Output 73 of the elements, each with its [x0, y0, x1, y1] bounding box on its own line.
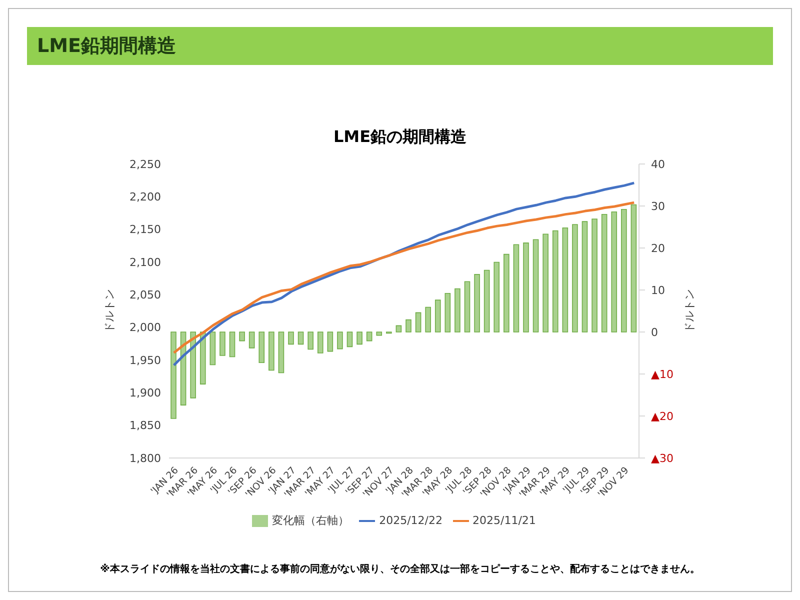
- bar: [229, 332, 236, 358]
- y2-tick-label: ▲20: [651, 410, 674, 423]
- bar: [356, 332, 362, 345]
- bar: [630, 204, 637, 332]
- bar: [582, 221, 588, 332]
- y2-tick-label: 0: [651, 326, 658, 339]
- bar: [474, 274, 480, 332]
- y-tick-label: 1,850: [130, 419, 161, 432]
- y-tick-label: 1,900: [130, 386, 161, 400]
- bar: [523, 242, 529, 332]
- bar: [220, 332, 226, 356]
- y2-tick-label: 30: [651, 200, 665, 213]
- bar: [317, 332, 324, 354]
- bar: [258, 332, 265, 364]
- bar: [337, 332, 343, 350]
- y-tick-label: 2,100: [130, 256, 161, 269]
- bar: [592, 218, 598, 332]
- bar: [464, 281, 470, 332]
- y-tick-label: 2,050: [130, 288, 161, 302]
- y-tick-label: 1,800: [130, 452, 161, 465]
- bar: [494, 262, 500, 332]
- bar: [406, 319, 412, 332]
- y2-tick-label: 20: [651, 242, 665, 255]
- bar: [611, 211, 618, 332]
- bar: [552, 230, 558, 332]
- bar: [170, 332, 176, 419]
- line-series: [172, 201, 636, 354]
- bar: [298, 332, 304, 345]
- y-axis-title: ドルトン: [102, 289, 116, 333]
- y-tick-label: 1,950: [130, 354, 161, 367]
- legend-label: 2025/11/21: [472, 514, 536, 528]
- y-tick-label: 2,250: [130, 158, 161, 171]
- y-tick-label: 2,150: [130, 223, 161, 236]
- y2-axis-title: ドルトン: [682, 289, 696, 333]
- bar: [542, 234, 548, 332]
- bar: [268, 332, 274, 371]
- legend-label: 変化幅（右軸）: [272, 514, 350, 528]
- text: ※本スライドの情報を当社の文書による事前の同意がない限り、その全部又は一部をコピーすることや、配布することはできません。: [99, 562, 701, 576]
- bar: [601, 214, 608, 332]
- bar: [376, 332, 382, 336]
- bar: [396, 325, 402, 332]
- y2-tick-label: ▲10: [651, 368, 674, 381]
- bar: [210, 332, 216, 366]
- bar: [454, 288, 460, 332]
- y2-tick-label: 10: [651, 284, 665, 297]
- legend-label: 2025/12/22: [379, 514, 442, 528]
- bar: [366, 332, 372, 342]
- bar: [572, 224, 578, 332]
- bar: [504, 254, 510, 332]
- bar: [513, 244, 520, 332]
- chart-subtitle: LME鉛の期間構造: [332, 127, 468, 148]
- y-tick-label: 2,200: [130, 190, 161, 204]
- bar: [415, 312, 422, 332]
- bar: [288, 332, 294, 345]
- y2-tick-label: ▲30: [651, 452, 674, 465]
- bar: [190, 332, 196, 398]
- y-tick-label: 2,000: [130, 321, 161, 334]
- bar: [239, 332, 245, 342]
- y2-tick-label: 40: [651, 158, 665, 171]
- bar: [425, 306, 431, 332]
- bar: [434, 300, 441, 332]
- bar: [346, 332, 353, 348]
- bar: [621, 208, 627, 332]
- bar: [278, 332, 284, 374]
- bar: [484, 270, 490, 332]
- bar: [327, 332, 334, 352]
- bar: [532, 239, 539, 332]
- chart-title: LME鉛期間構造: [37, 34, 176, 59]
- line-series: [172, 182, 636, 366]
- bar: [308, 332, 314, 350]
- bar: [248, 332, 255, 348]
- bar: [562, 227, 568, 332]
- bar: [444, 292, 451, 332]
